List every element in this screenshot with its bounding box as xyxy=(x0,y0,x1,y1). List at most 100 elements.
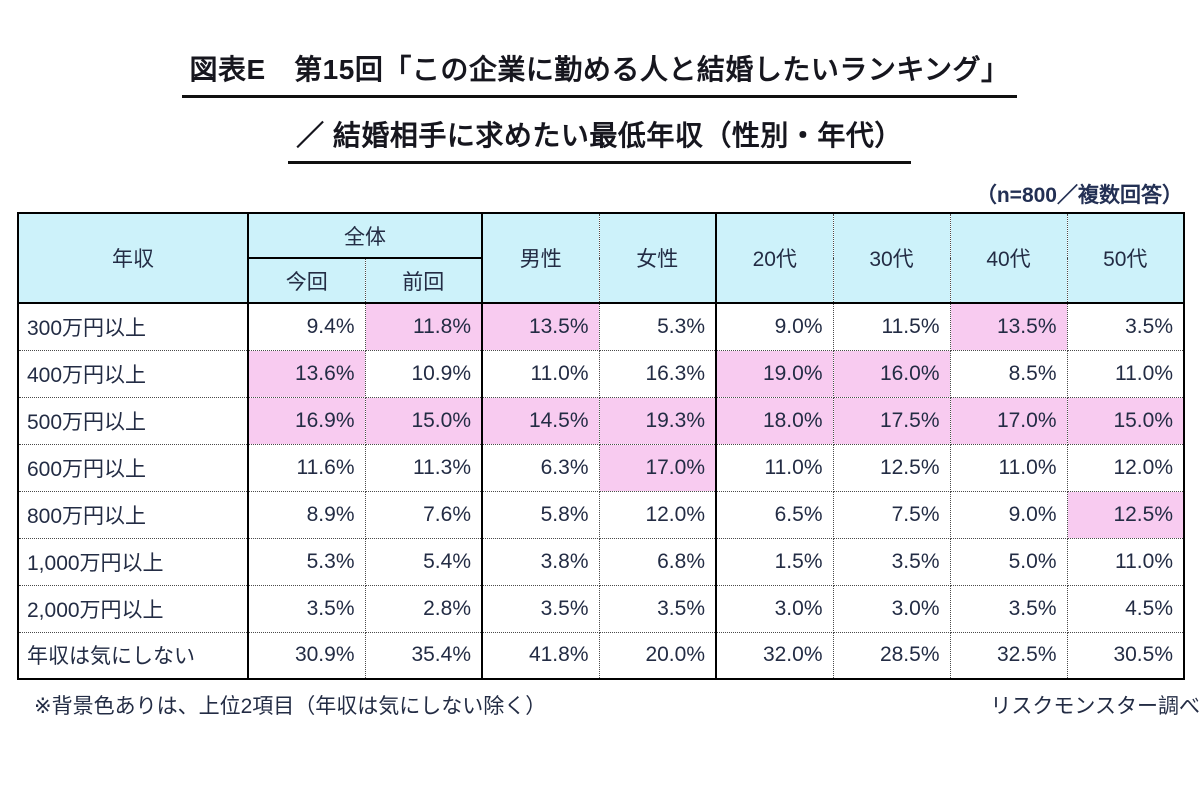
value-cell: 5.0% xyxy=(949,537,1068,586)
value-cell: 11.3% xyxy=(364,443,483,492)
value-cell: 12.0% xyxy=(598,490,717,539)
value-cell: 3.8% xyxy=(481,537,600,586)
value-cell: 1.5% xyxy=(715,537,834,586)
table-row: 500万円以上 16.9% 15.0% 14.5% 19.3% 18.0% 17.5% 17.… xyxy=(17,396,1185,445)
value-cell: 14.5% xyxy=(481,396,600,445)
value-cell: 8.5% xyxy=(949,349,1068,398)
value-cell: 11.5% xyxy=(832,302,951,351)
value-cell: 2.8% xyxy=(364,584,483,633)
row-label: 800万円以上 xyxy=(17,490,249,539)
value-cell: 3.5% xyxy=(247,584,366,633)
value-cell: 9.0% xyxy=(949,490,1068,539)
value-cell: 30.5% xyxy=(1066,631,1185,680)
col-header-female: 女性 xyxy=(598,212,717,304)
value-cell: 11.8% xyxy=(364,302,483,351)
survey-table: 年収 全体 男性 女性 20代 30代 40代 50代 今回 前回 300万円以… xyxy=(17,212,1185,680)
table-row: 2,000万円以上 3.5% 2.8% 3.5% 3.5% 3.0% 3.0% 3.5% 4.5… xyxy=(17,584,1185,633)
row-label: 300万円以上 xyxy=(17,302,249,351)
value-cell: 6.5% xyxy=(715,490,834,539)
value-cell: 16.9% xyxy=(247,396,366,445)
value-cell: 32.0% xyxy=(715,631,834,680)
value-cell: 11.0% xyxy=(481,349,600,398)
title-block-1: 図表E 第15回「この企業に勤める人と結婚したいランキング」 xyxy=(0,48,1199,98)
value-cell: 15.0% xyxy=(364,396,483,445)
value-cell: 11.6% xyxy=(247,443,366,492)
col-header-20s: 20代 xyxy=(715,212,834,304)
value-cell: 16.3% xyxy=(598,349,717,398)
table-row: 600万円以上 11.6% 11.3% 6.3% 17.0% 11.0% 12.5% 11.0… xyxy=(17,443,1185,492)
table-area: （n=800／複数回答） 年収 全体 男性 女性 20代 30代 40代 50 xyxy=(17,179,1199,720)
row-label: 400万円以上 xyxy=(17,349,249,398)
table-header: 年収 全体 男性 女性 20代 30代 40代 50代 今回 前回 xyxy=(17,212,1185,304)
value-cell: 32.5% xyxy=(949,631,1068,680)
title-block-2: ／ 結婚相手に求めたい最低年収（性別・年代） xyxy=(0,114,1199,164)
row-label: 600万円以上 xyxy=(17,443,249,492)
value-cell: 3.5% xyxy=(598,584,717,633)
row-label: 年収は気にしない xyxy=(17,631,249,680)
value-cell: 3.5% xyxy=(949,584,1068,633)
value-cell: 3.0% xyxy=(715,584,834,633)
row-label: 2,000万円以上 xyxy=(17,584,249,633)
source-credit: リスクモンスター調べ xyxy=(990,695,1199,718)
table-row: 400万円以上 13.6% 10.9% 11.0% 16.3% 19.0% 16.0% 8.5… xyxy=(17,349,1185,398)
value-cell: 12.0% xyxy=(1066,443,1185,492)
col-header-last-time: 前回 xyxy=(364,257,483,304)
col-header-income: 年収 xyxy=(17,212,249,304)
row-label: 1,000万円以上 xyxy=(17,537,249,586)
value-cell: 8.9% xyxy=(247,490,366,539)
row-label: 500万円以上 xyxy=(17,396,249,445)
legend-note: ※背景色ありは、上位2項目（年収は気にしない除く） xyxy=(34,695,547,718)
table-row: 年収は気にしない 30.9% 35.4% 41.8% 20.0% 32.0% 28.5% 32… xyxy=(17,631,1185,680)
value-cell: 19.0% xyxy=(715,349,834,398)
value-cell: 11.0% xyxy=(1066,537,1185,586)
value-cell: 3.5% xyxy=(1066,302,1185,351)
value-cell: 17.0% xyxy=(598,443,717,492)
value-cell: 16.0% xyxy=(832,349,951,398)
value-cell: 4.5% xyxy=(1066,584,1185,633)
value-cell: 30.9% xyxy=(247,631,366,680)
value-cell: 3.0% xyxy=(832,584,951,633)
col-header-this-time: 今回 xyxy=(247,257,366,304)
value-cell: 5.8% xyxy=(481,490,600,539)
page-title-line1: 図表E 第15回「この企業に勤める人と結婚したいランキング」 xyxy=(181,48,1018,98)
header-row-2: 今回 前回 xyxy=(18,257,1184,304)
value-cell: 7.6% xyxy=(364,490,483,539)
value-cell: 19.3% xyxy=(598,396,717,445)
value-cell: 3.5% xyxy=(832,537,951,586)
page-title-line2: ／ 結婚相手に求めたい最低年収（性別・年代） xyxy=(288,114,911,164)
value-cell: 28.5% xyxy=(832,631,951,680)
col-header-30s: 30代 xyxy=(832,212,951,304)
value-cell: 11.0% xyxy=(1066,349,1185,398)
col-header-male: 男性 xyxy=(481,212,600,304)
value-cell: 13.5% xyxy=(481,302,600,351)
table-row: 1,000万円以上 5.3% 5.4% 3.8% 6.8% 1.5% 3.5% 5.0% 11.… xyxy=(17,537,1185,586)
value-cell: 17.5% xyxy=(832,396,951,445)
col-header-50s: 50代 xyxy=(1066,212,1185,304)
table-row: 800万円以上 8.9% 7.6% 5.8% 12.0% 6.5% 7.5% 9.0% 12.5… xyxy=(17,490,1185,539)
value-cell: 41.8% xyxy=(481,631,600,680)
value-cell: 17.0% xyxy=(949,396,1068,445)
value-cell: 11.0% xyxy=(715,443,834,492)
sample-size-note: （n=800／複数回答） xyxy=(975,184,1183,207)
value-cell: 6.8% xyxy=(598,537,717,586)
value-cell: 35.4% xyxy=(364,631,483,680)
value-cell: 9.4% xyxy=(247,302,366,351)
value-cell: 5.3% xyxy=(598,302,717,351)
value-cell: 7.5% xyxy=(832,490,951,539)
footer: ※背景色ありは、上位2項目（年収は気にしない除く） リスクモンスター調べ xyxy=(34,690,1199,720)
value-cell: 13.5% xyxy=(949,302,1068,351)
value-cell: 12.5% xyxy=(1066,490,1185,539)
value-cell: 10.9% xyxy=(364,349,483,398)
col-header-overall: 全体 xyxy=(247,212,483,259)
value-cell: 12.5% xyxy=(832,443,951,492)
header-row-1: 年収 全体 男性 女性 20代 30代 40代 50代 xyxy=(17,212,1185,304)
value-cell: 5.4% xyxy=(364,537,483,586)
value-cell: 9.0% xyxy=(715,302,834,351)
value-cell: 20.0% xyxy=(598,631,717,680)
value-cell: 3.5% xyxy=(481,584,600,633)
value-cell: 11.0% xyxy=(949,443,1068,492)
value-cell: 5.3% xyxy=(247,537,366,586)
col-header-40s: 40代 xyxy=(949,212,1068,304)
value-cell: 15.0% xyxy=(1066,396,1185,445)
